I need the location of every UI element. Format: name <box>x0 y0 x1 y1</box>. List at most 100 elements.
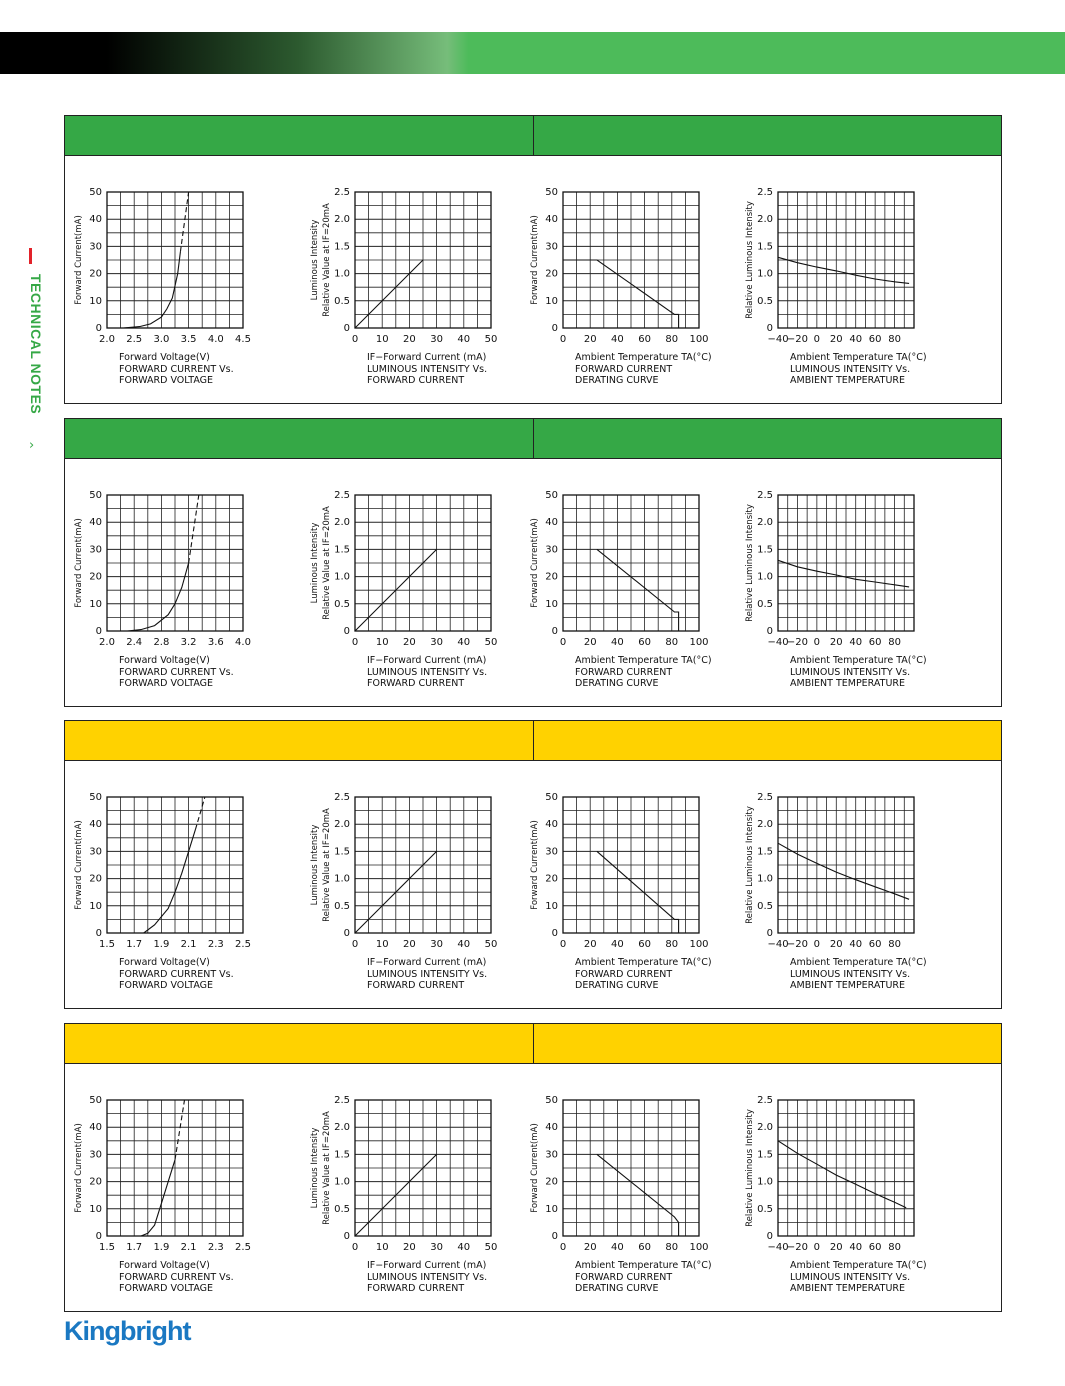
y-tick-label: 1.0 <box>334 572 350 583</box>
y-tick-label: 0 <box>767 928 773 939</box>
y-axis-label: Relative Value at IF=20mA <box>322 808 332 922</box>
y-tick-label: 2.0 <box>757 517 773 528</box>
x-tick-label: 0 <box>814 334 820 345</box>
y-axis-label: Forward Current(mA) <box>530 518 540 608</box>
x-tick-label: 2.3 <box>208 1242 224 1253</box>
chart-4: 0 0.5 1.0 1.5 2.0 2.5 −40−20 0 20 40 60 80 Relative … <box>745 187 927 386</box>
chart-caption: AMBIENT TEMPERATURE <box>790 980 905 991</box>
x-tick-label: 30 <box>430 1242 443 1253</box>
x-tick-label: 3.5 <box>181 334 197 345</box>
x-axis-label: Ambient Temperature TA(°C) <box>575 957 712 968</box>
header-divider <box>533 419 534 458</box>
chart-caption: FORWARD CURRENT Vs. <box>119 667 234 678</box>
chart-panel-3: 0 10 20 30 40 50 1.5 1.7 1.9 2.1 2.3 2.5 Forward Cur… <box>64 720 1002 1009</box>
y-tick-label: 0.5 <box>334 1204 350 1215</box>
y-tick-label: 1.5 <box>757 544 773 555</box>
x-tick-label: 100 <box>689 939 708 950</box>
chart-3: 0 10 20 30 40 50 0 20 40 60 80 100 Forward Current(m… <box>530 1095 712 1294</box>
y-tick-label: 40 <box>545 517 558 528</box>
x-axis-label: IF−Forward Current (mA) <box>367 655 486 666</box>
kingbright-logo[interactable]: Kingbright <box>64 1316 191 1346</box>
plot-frame <box>354 796 492 934</box>
series-line <box>563 259 680 328</box>
y-tick-label: 0 <box>344 1231 350 1242</box>
x-tick-label: 2.8 <box>153 637 169 648</box>
panel-body: 0 10 20 30 40 50 1.5 1.7 1.9 2.1 2.3 2.5 Forward Cur… <box>65 1064 1001 1315</box>
y-tick-label: 0.5 <box>757 1204 773 1215</box>
chart-caption: FORWARD CURRENT <box>575 667 672 678</box>
plot-frame <box>777 191 915 329</box>
y-tick-label: 1.5 <box>334 1149 350 1160</box>
chart-caption: LUMINOUS INTENSITY Vs. <box>367 969 487 980</box>
y-tick-label: 1.0 <box>334 874 350 885</box>
x-tick-label: 1.5 <box>99 939 115 950</box>
x-axis-label: IF−Forward Current (mA) <box>367 1260 486 1271</box>
x-tick-label: −40 <box>767 939 788 950</box>
y-tick-label: 50 <box>545 490 558 501</box>
y-tick-label: 30 <box>545 241 558 252</box>
x-axis-label: Forward Voltage(V) <box>119 655 210 666</box>
panel-charts: 0 10 20 30 40 50 2.0 2.5 3.0 3.5 4.0 4.5 Forward Cur… <box>74 187 927 386</box>
x-tick-label: 4.5 <box>235 334 251 345</box>
y-tick-label: 2.0 <box>757 214 773 225</box>
x-tick-label: 2.5 <box>235 1242 251 1253</box>
chart-1: 0 10 20 30 40 50 1.5 1.7 1.9 2.1 2.3 2.5 Forward Cur… <box>74 1095 251 1294</box>
y-tick-label: 2.5 <box>334 1095 350 1106</box>
chart-caption: LUMINOUS INTENSITY Vs. <box>367 1272 487 1283</box>
y-tick-label: 1.0 <box>757 572 773 583</box>
y-tick-label: 2.0 <box>334 1122 350 1133</box>
x-tick-label: 40 <box>849 334 862 345</box>
x-tick-label: 80 <box>888 637 901 648</box>
plot-frame <box>562 494 700 632</box>
x-tick-label: 40 <box>457 1242 470 1253</box>
plot-frame <box>354 1099 492 1237</box>
y-tick-label: 2.5 <box>757 490 773 501</box>
y-tick-label: 0 <box>96 928 102 939</box>
y-tick-label: 2.0 <box>757 819 773 830</box>
y-axis-label: Luminous Intensity <box>310 1128 320 1209</box>
chart-4: 0 0.5 1.0 1.5 2.0 2.5 −40−20 0 20 40 60 80 Relative … <box>745 1095 927 1294</box>
x-tick-label: 80 <box>665 939 678 950</box>
panel-charts: 0 10 20 30 40 50 1.5 1.7 1.9 2.1 2.3 2.5 Forward Cur… <box>74 792 927 991</box>
chart-3: 0 10 20 30 40 50 0 20 40 60 80 100 Forward Current(m… <box>530 792 712 991</box>
y-tick-label: 10 <box>89 296 102 307</box>
y-axis-label: Relative Luminous Intensity <box>745 806 755 924</box>
series-line <box>777 256 910 284</box>
x-tick-label: 10 <box>376 939 389 950</box>
side-tab-technical-notes[interactable]: TECHNICAL NOTES › <box>20 248 50 468</box>
x-tick-label: 80 <box>888 334 901 345</box>
y-tick-label: 40 <box>545 819 558 830</box>
header-divider <box>533 721 534 760</box>
y-tick-label: 1.5 <box>757 241 773 252</box>
chevron-down-icon: › <box>29 438 35 453</box>
x-tick-label: 30 <box>430 939 443 950</box>
x-tick-label: 30 <box>430 637 443 648</box>
series-line-dashed <box>179 191 190 252</box>
chart-caption: LUMINOUS INTENSITY Vs. <box>367 667 487 678</box>
y-axis-label: Luminous Intensity <box>310 523 320 604</box>
x-axis-label: Forward Voltage(V) <box>119 957 210 968</box>
y-tick-label: 20 <box>89 269 102 280</box>
series-line-dashed <box>174 1099 186 1160</box>
chart-4: 0 0.5 1.0 1.5 2.0 2.5 −40−20 0 20 40 60 80 Relative … <box>745 792 927 991</box>
y-tick-label: 1.5 <box>334 241 350 252</box>
y-tick-label: 0 <box>96 323 102 334</box>
x-tick-label: 10 <box>376 1242 389 1253</box>
y-tick-label: 20 <box>89 874 102 885</box>
x-tick-label: 1.9 <box>153 939 169 950</box>
series-line <box>123 251 181 329</box>
x-tick-label: −20 <box>787 939 808 950</box>
y-tick-label: 50 <box>89 490 102 501</box>
y-tick-label: 0.5 <box>757 901 773 912</box>
x-tick-label: 0 <box>560 334 566 345</box>
x-tick-label: 40 <box>457 334 470 345</box>
x-axis-label: Ambient Temperature TA(°C) <box>790 352 927 363</box>
chart-caption: LUMINOUS INTENSITY Vs. <box>790 1272 910 1283</box>
x-tick-label: 60 <box>638 1242 651 1253</box>
y-tick-label: 0 <box>96 1231 102 1242</box>
plot-frame <box>106 1099 244 1237</box>
y-axis-label: Relative Luminous Intensity <box>745 504 755 622</box>
y-axis-label: Relative Value at IF=20mA <box>322 203 332 317</box>
y-tick-label: 0 <box>552 323 558 334</box>
chart-caption: FORWARD CURRENT <box>367 980 464 991</box>
